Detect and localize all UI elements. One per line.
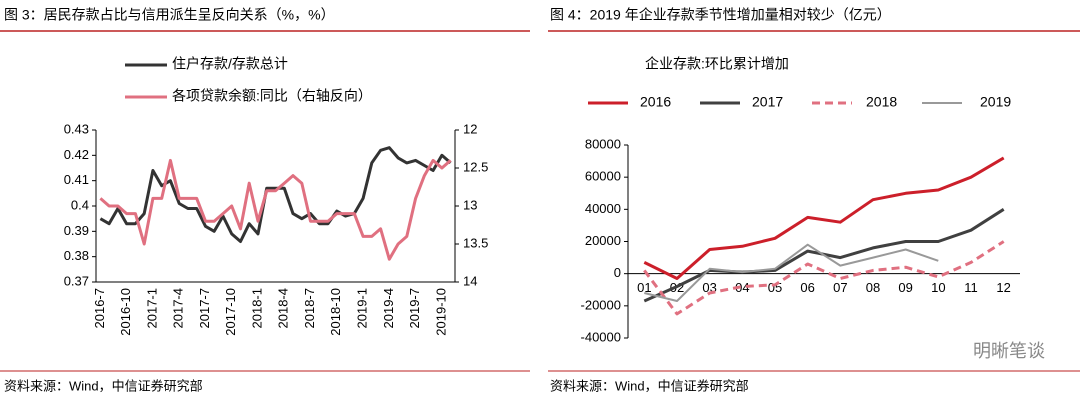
legend-label: 住户存款/存款总计	[172, 56, 288, 72]
y2-tick-label: 13	[463, 197, 477, 212]
series-line	[643, 156, 1005, 280]
series-line	[99, 158, 452, 261]
y-tick-label: 40000	[585, 201, 621, 216]
legend-label: 2017	[752, 94, 783, 110]
x-tick-label: 2016-10	[118, 288, 133, 336]
series-line	[644, 243, 939, 302]
y-tick-label: 0.4	[71, 197, 89, 212]
x-tick-label: 2019-1	[354, 288, 369, 328]
x-tick-label: 08	[866, 280, 880, 295]
series-line	[643, 240, 1005, 316]
watermark: 明晰笔谈	[973, 341, 1045, 361]
series-line	[99, 146, 452, 243]
source: 资料来源：Wind，中信证券研究部	[550, 378, 749, 393]
chart-subtitle: 企业存款:环比累计增加	[645, 56, 789, 72]
x-tick-label: 01	[637, 280, 651, 295]
y-tick-label: 20000	[585, 233, 621, 248]
x-tick-label: 09	[898, 280, 912, 295]
y2-tick-label: 12.5	[463, 159, 488, 174]
x-tick-label: 2017-4	[171, 288, 186, 328]
x-tick-label: 12	[996, 280, 1010, 295]
legend-label: 2016	[640, 94, 671, 110]
x-tick-label: 2018-1	[249, 288, 264, 328]
x-tick-label: 10	[931, 280, 945, 295]
x-tick-label: 2016-7	[92, 288, 107, 328]
y2-tick-label: 13.5	[463, 235, 488, 250]
x-tick-label: 2019-4	[381, 288, 396, 328]
y-tick-label: 80000	[585, 136, 621, 151]
x-tick-label: 2019-7	[407, 288, 422, 328]
y-tick-label: 0.43	[64, 121, 89, 136]
y-tick-label: 0.41	[64, 172, 89, 187]
y-tick-label: 0.38	[64, 248, 89, 263]
y-tick-label: 0.37	[64, 273, 89, 288]
y-tick-label: 0	[614, 265, 621, 280]
x-tick-label: 2017-10	[223, 288, 238, 336]
x-tick-label: 04	[735, 280, 749, 295]
x-tick-label: 2017-7	[197, 288, 212, 328]
legend-label: 各项贷款余额:同比（右轴反向）	[172, 88, 372, 104]
y2-tick-label: 14	[463, 273, 477, 288]
x-tick-label: 06	[800, 280, 814, 295]
x-tick-label: 2018-10	[328, 288, 343, 336]
chart-title: 图 4：2019 年企业存款季节性增加量相对较少（亿元）	[550, 7, 891, 23]
y-tick-label: 60000	[585, 169, 621, 184]
legend-label: 2019	[980, 94, 1011, 110]
y2-tick-label: 12	[463, 121, 477, 136]
x-tick-label: 2017-1	[144, 288, 159, 328]
y-tick-label: 0.39	[64, 223, 89, 238]
chart-title: 图 3：居民存款占比与信用派生呈反向关系（%，%）	[4, 7, 335, 23]
x-tick-label: 2018-4	[276, 288, 291, 328]
source: 资料来源：Wind，中信证券研究部	[4, 378, 203, 393]
y-tick-label: -20000	[581, 297, 621, 312]
x-tick-label: 07	[833, 280, 847, 295]
x-tick-label: 05	[768, 280, 782, 295]
y-tick-label: -40000	[581, 329, 621, 344]
x-tick-label: 11	[964, 280, 978, 295]
x-tick-label: 2019-10	[433, 288, 448, 336]
y-tick-label: 0.42	[64, 147, 89, 162]
x-tick-label: 2018-7	[302, 288, 317, 328]
legend-label: 2018	[866, 94, 897, 110]
